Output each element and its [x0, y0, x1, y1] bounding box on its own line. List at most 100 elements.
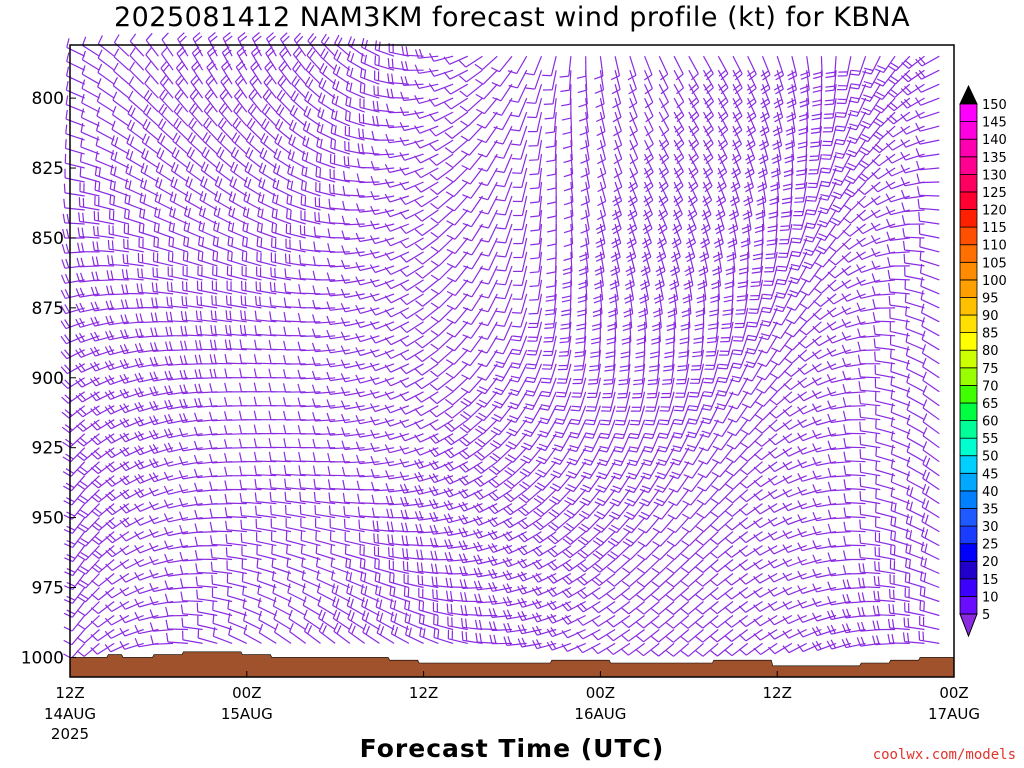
wind-barb	[857, 167, 881, 182]
wind-barb	[610, 251, 621, 276]
wind-barb	[372, 100, 395, 113]
wind-barb	[225, 310, 247, 323]
wind-barb	[211, 574, 233, 589]
wind-barb	[659, 391, 675, 412]
wind-barb	[232, 117, 248, 141]
wind-barb	[384, 178, 410, 188]
wind-barb	[461, 363, 483, 380]
wind-barb	[658, 195, 669, 221]
wind-barb	[153, 252, 174, 267]
wind-barb	[256, 545, 277, 561]
wind-barb	[340, 345, 365, 355]
wind-barb	[384, 349, 410, 360]
wind-barb	[666, 531, 690, 547]
wind-barb	[269, 465, 292, 477]
wind-barb	[444, 111, 469, 125]
wind-barb	[858, 381, 881, 393]
wind-barb	[743, 181, 754, 207]
wind-barb	[107, 255, 129, 267]
wind-barb	[369, 335, 395, 344]
wind-barb	[734, 307, 749, 329]
wind-barb	[179, 413, 203, 423]
wind-barb	[60, 273, 85, 284]
wind-barb	[529, 181, 543, 204]
wind-barb	[459, 419, 483, 434]
wind-barb	[827, 279, 852, 292]
wind-barb	[340, 373, 365, 383]
wind-barb	[93, 210, 115, 225]
wind-barb	[82, 36, 100, 57]
wind-barb	[827, 265, 852, 279]
wind-barb	[119, 558, 144, 570]
wind-barb	[627, 181, 638, 207]
wind-barb	[227, 586, 247, 603]
wind-barb	[610, 237, 621, 263]
wind-barb	[822, 125, 837, 147]
wind-barb	[328, 183, 350, 197]
wind-barb	[687, 391, 705, 412]
y-tick-label: 975	[32, 579, 64, 599]
wind-barb	[738, 558, 763, 571]
wind-barb	[140, 162, 159, 183]
wind-barb	[369, 376, 395, 385]
wind-barb	[400, 91, 424, 102]
wind-barb	[158, 103, 174, 127]
wind-barb	[885, 193, 910, 203]
wind-barb	[299, 239, 321, 253]
wind-barb	[75, 332, 100, 343]
wind-barb	[577, 545, 601, 559]
wind-barb	[782, 391, 808, 404]
wind-barb	[316, 583, 336, 603]
wind-barb	[195, 310, 218, 323]
wind-barb	[669, 265, 680, 290]
wind-barb	[317, 92, 336, 113]
wind-barb	[714, 391, 734, 411]
wind-barb	[122, 253, 144, 267]
wind-barb	[285, 238, 306, 253]
wind-barb	[429, 139, 454, 152]
x-tick-label: 12Z	[763, 684, 792, 702]
wind-barb	[388, 547, 409, 561]
wind-barb	[658, 181, 669, 207]
wind-barb	[593, 503, 616, 520]
wind-barb	[508, 377, 528, 396]
wind-barb	[341, 413, 365, 424]
wind-barb	[399, 307, 424, 320]
wind-barb	[874, 561, 896, 575]
wind-barb	[64, 531, 86, 549]
wind-barb	[648, 349, 660, 372]
wind-barb	[326, 399, 350, 409]
wind-barb	[622, 531, 646, 547]
wind-barb	[145, 32, 159, 57]
wind-barb	[329, 168, 351, 183]
wind-barb	[278, 60, 292, 85]
wind-barb	[702, 55, 714, 81]
wind-barb	[603, 363, 616, 385]
wind-barb	[430, 237, 454, 253]
wind-barb	[429, 391, 454, 405]
wind-barb	[797, 599, 822, 609]
wind-barb	[900, 125, 925, 135]
wind-barb	[753, 600, 778, 613]
wind-barb	[63, 475, 86, 492]
wind-barb	[134, 387, 159, 398]
wind-barb	[384, 363, 410, 373]
wind-barb	[595, 475, 616, 493]
wind-barb	[193, 454, 218, 465]
wind-barb	[901, 202, 925, 213]
wind-barb	[149, 386, 174, 397]
wind-barb	[241, 546, 262, 561]
wind-barb	[577, 559, 601, 573]
wind-barb	[858, 394, 881, 407]
wind-barb	[592, 545, 616, 560]
wind-barb	[129, 33, 145, 57]
wind-barb	[209, 521, 233, 533]
wind-barb	[170, 161, 189, 183]
wind-barb	[542, 56, 557, 77]
wind-barb	[326, 412, 350, 423]
wind-barb	[386, 103, 409, 114]
wind-barb	[592, 531, 616, 547]
wind-barb	[683, 461, 704, 479]
wind-barb	[415, 523, 439, 534]
wind-barb	[795, 167, 808, 190]
